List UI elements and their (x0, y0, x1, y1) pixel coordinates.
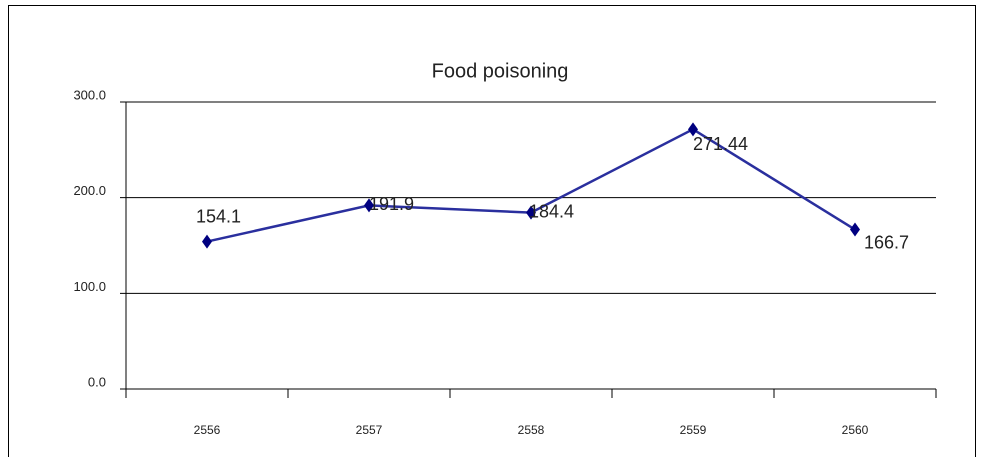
y-tick-label: 300.0 (73, 87, 106, 102)
y-tick-label: 0.0 (88, 374, 106, 389)
marker (850, 222, 860, 237)
line (206, 127, 856, 243)
y-tick-label: 200.0 (73, 183, 106, 198)
data-label: 166.7 (864, 232, 909, 252)
data-label: 184.4 (529, 201, 574, 221)
y-tick-label: 100.0 (73, 279, 106, 294)
marker (364, 198, 374, 213)
data-label: 154.1 (196, 206, 241, 226)
data-label: 271.44 (693, 134, 748, 154)
x-tick-label: 2559 (680, 423, 707, 437)
marker (688, 122, 698, 137)
x-tick-label: 2556 (194, 423, 221, 437)
data-label: 191.9 (369, 194, 414, 214)
x-tick-label: 2560 (842, 423, 869, 437)
chart-title: Food poisoning (432, 60, 569, 82)
marker (526, 205, 536, 220)
chart-border (8, 5, 976, 457)
x-tick-label: 2557 (356, 423, 383, 437)
x-tick-label: 2558 (518, 423, 545, 437)
marker (202, 234, 212, 249)
